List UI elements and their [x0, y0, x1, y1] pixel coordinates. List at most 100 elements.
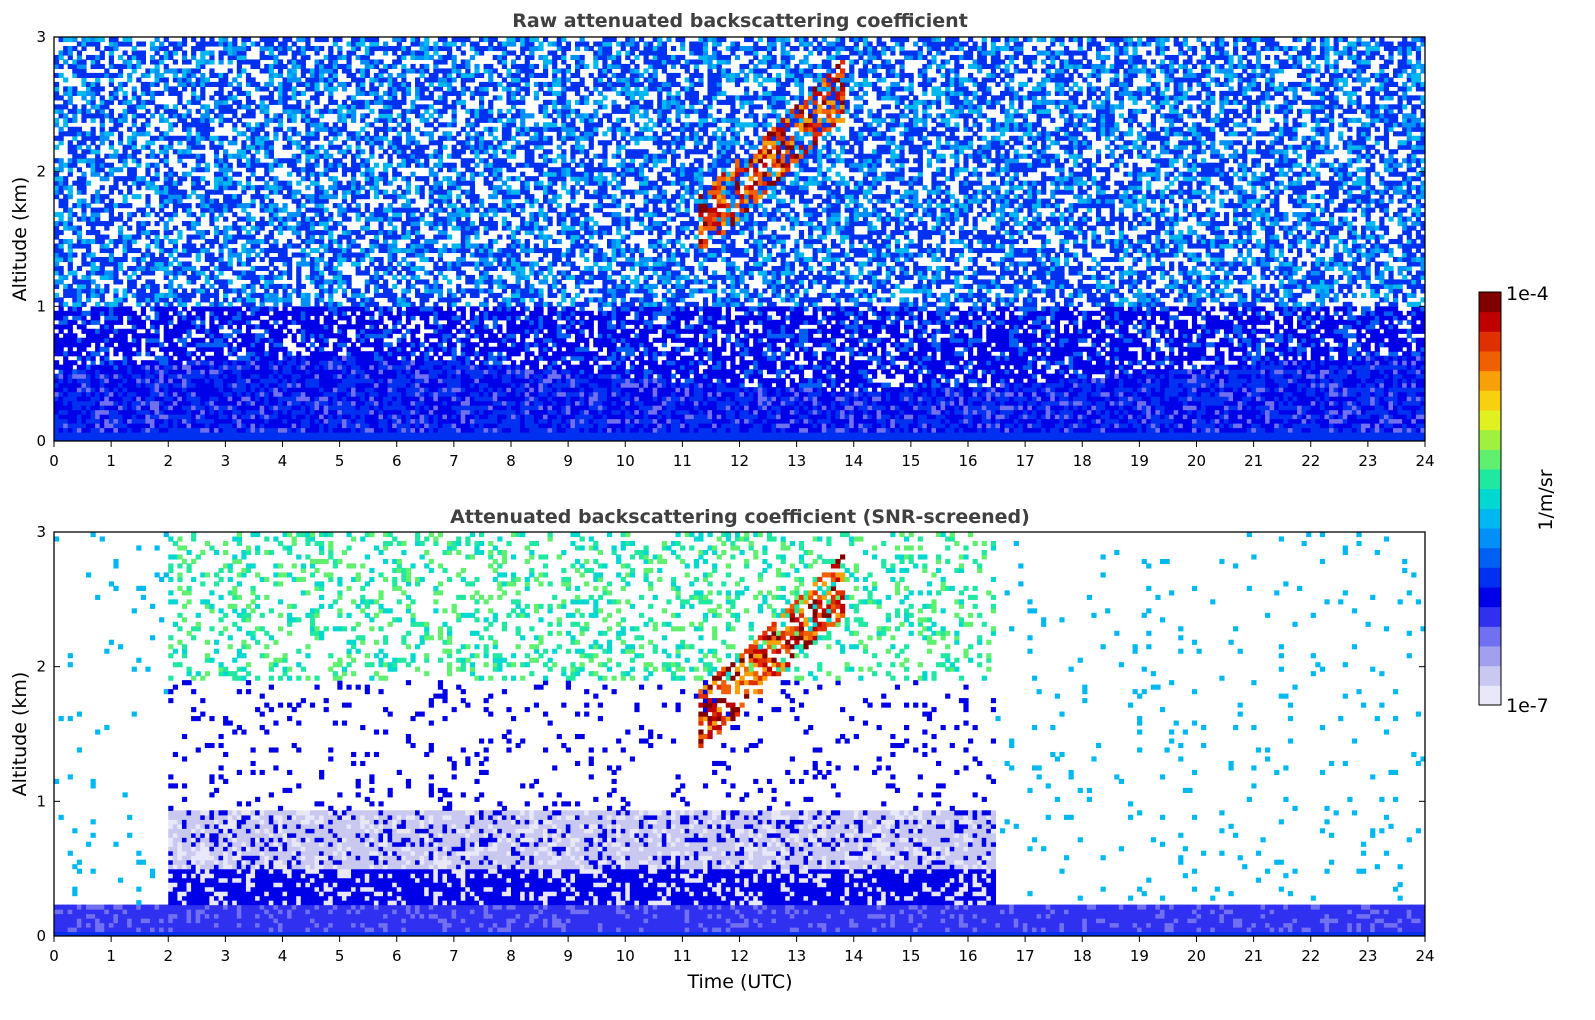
- heatmap-cell: [145, 423, 151, 429]
- heatmap-cell: [323, 328, 329, 334]
- heatmap-cell: [232, 297, 238, 303]
- heatmap-cell: [90, 414, 96, 420]
- heatmap-cell: [337, 432, 343, 438]
- heatmap-cell: [149, 283, 156, 289]
- heatmap-cell: [378, 72, 384, 78]
- heatmap-cell: [232, 328, 238, 334]
- heatmap-cell: [63, 131, 69, 137]
- heatmap-cell: [337, 104, 343, 110]
- heatmap-cell: [227, 369, 233, 375]
- heatmap-cell: [314, 382, 320, 388]
- heatmap-cell: [387, 315, 393, 321]
- heatmap-cell: [291, 391, 297, 397]
- heatmap-cell: [305, 113, 311, 119]
- heatmap-cell: [268, 369, 274, 375]
- heatmap-cell: [209, 373, 215, 379]
- heatmap-cell: [332, 405, 338, 411]
- heatmap-cell: [341, 396, 348, 402]
- heatmap-cell: [314, 315, 320, 321]
- heatmap-cell: [287, 81, 293, 87]
- heatmap-cell: [227, 104, 233, 110]
- heatmap-cell: [319, 230, 325, 236]
- heatmap-cell: [255, 194, 261, 200]
- heatmap-cell: [241, 59, 247, 65]
- heatmap-cell: [136, 427, 142, 433]
- heatmap-cell: [396, 432, 402, 438]
- heatmap-cell: [373, 270, 380, 276]
- heatmap-cell: [236, 324, 242, 330]
- heatmap-cell: [177, 180, 183, 186]
- heatmap-cell: [241, 54, 247, 61]
- heatmap-cell: [122, 310, 128, 316]
- heatmap-cell: [351, 400, 357, 406]
- heatmap-cell: [122, 113, 128, 119]
- heatmap-cell: [351, 131, 357, 137]
- heatmap-cell: [305, 360, 311, 366]
- heatmap-cell: [250, 288, 256, 294]
- heatmap-cell: [236, 54, 242, 61]
- heatmap-cell: [85, 292, 92, 298]
- heatmap-cell: [232, 432, 238, 438]
- heatmap-cell: [99, 162, 105, 168]
- heatmap-cell: [113, 292, 119, 298]
- heatmap-cell: [227, 324, 233, 330]
- heatmap-cell: [250, 126, 256, 132]
- heatmap-cell: [355, 351, 361, 357]
- heatmap-cell: [67, 342, 73, 348]
- heatmap-cell: [245, 378, 252, 384]
- heatmap-cell: [300, 337, 306, 343]
- heatmap-cell: [195, 162, 201, 168]
- heatmap-cell: [90, 265, 96, 272]
- heatmap-cell: [369, 328, 375, 334]
- heatmap-cell: [58, 342, 64, 348]
- heatmap-cell: [218, 113, 224, 119]
- heatmap-cell: [360, 77, 366, 83]
- heatmap-cell: [67, 216, 73, 222]
- heatmap-cell: [282, 333, 288, 339]
- heatmap-cell: [259, 324, 265, 330]
- heatmap-cell: [81, 328, 87, 334]
- heatmap-cell: [200, 81, 206, 87]
- heatmap-cell: [90, 140, 96, 146]
- heatmap-cell: [209, 310, 215, 316]
- heatmap-cell: [95, 63, 101, 70]
- heatmap-cell: [177, 369, 183, 375]
- heatmap-cell: [154, 90, 160, 96]
- heatmap-cell: [250, 243, 256, 249]
- heatmap-cell: [323, 261, 329, 267]
- heatmap-cell: [227, 342, 233, 348]
- heatmap-cell: [154, 288, 160, 294]
- heatmap-cell: [195, 158, 201, 164]
- heatmap-cell: [396, 45, 402, 52]
- heatmap-cell: [383, 189, 389, 195]
- heatmap-cell: [140, 225, 146, 231]
- heatmap-cell: [378, 113, 384, 119]
- heatmap-cell: [122, 247, 128, 254]
- heatmap-cell: [236, 409, 242, 415]
- heatmap-cell: [191, 423, 197, 429]
- heatmap-cell: [410, 346, 416, 352]
- heatmap-cell: [305, 99, 311, 105]
- heatmap-cell: [401, 360, 407, 366]
- heatmap-cell: [346, 230, 352, 236]
- heatmap-cell: [314, 86, 320, 92]
- heatmap-cell: [392, 189, 398, 195]
- heatmap-cell: [323, 207, 329, 213]
- heatmap-cell: [296, 144, 302, 150]
- heatmap-cell: [410, 382, 416, 388]
- heatmap-cell: [250, 400, 256, 406]
- heatmap-cell: [223, 337, 229, 343]
- heatmap-cell: [58, 279, 64, 285]
- heatmap-cell: [401, 230, 407, 236]
- heatmap-cell: [291, 108, 297, 114]
- heatmap-cell: [305, 319, 311, 325]
- heatmap-cell: [291, 373, 297, 379]
- heatmap-cell: [136, 63, 142, 70]
- heatmap-cell: [67, 387, 73, 393]
- heatmap-cell: [140, 405, 146, 411]
- heatmap-cell: [181, 427, 188, 433]
- heatmap-cell: [360, 319, 366, 325]
- heatmap-cell: [373, 405, 380, 411]
- heatmap-cell: [168, 90, 174, 96]
- heatmap-cell: [383, 162, 389, 168]
